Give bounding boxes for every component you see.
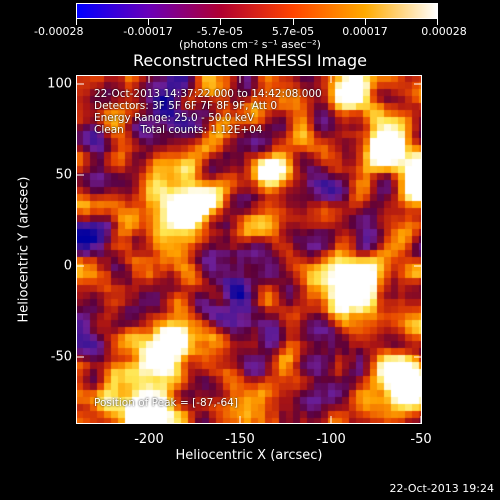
colorbar-tick [293, 19, 294, 25]
y-tick-label: 0 [63, 258, 72, 274]
detectors-text: Detectors: 3F 5F 6F 7F 8F 9F, Att 0 [94, 100, 278, 112]
time-range-text: 22-Oct-2013 14:37:22.000 to 14:42:08.000 [94, 88, 322, 100]
energy-range-text: Energy Range: 25.0 - 50.0 keV [94, 112, 255, 124]
render-timestamp: 22-Oct-2013 19:24 [389, 482, 494, 495]
x-tick-label: -100 [316, 432, 346, 447]
colorbar-units: (photons cm⁻² s⁻¹ asec⁻²) [179, 38, 321, 51]
colorbar-tick-label: -0.00028 [34, 25, 84, 38]
x-axis-label: Heliocentric X (arcsec) [175, 448, 323, 463]
colorbar-tick [365, 19, 366, 25]
rhessi-image [76, 75, 422, 424]
y-tick-label: 100 [47, 76, 72, 92]
x-tick-label: -150 [225, 432, 255, 447]
colorbar-tick-label: 0.00017 [342, 25, 388, 38]
x-tick-label: -200 [134, 432, 164, 447]
y-tick-label: 50 [55, 167, 72, 183]
clean-counts-text: Clean Total counts: 1.12E+04 [94, 124, 263, 136]
image-title: Reconstructed RHESSI Image [133, 51, 367, 70]
y-tick-label: -50 [50, 349, 72, 365]
peak-position-text: Position of Peak = [-87,-64] [94, 397, 238, 409]
colorbar-tick [220, 19, 221, 25]
colorbar-tick [76, 19, 77, 25]
colorbar [76, 3, 438, 19]
colorbar-tick-label: -5.7e-05 [196, 25, 244, 38]
colorbar-tick-label: -0.00017 [123, 25, 173, 38]
colorbar-tick-label: 5.7e-05 [271, 25, 315, 38]
colorbar-tick [437, 19, 438, 25]
colorbar-tick [148, 19, 149, 25]
y-axis-label: Heliocentric Y (arcsec) [16, 176, 32, 323]
colorbar-tick-label: 0.00028 [421, 25, 467, 38]
x-tick-label: -50 [410, 432, 432, 447]
plot-frame [76, 75, 422, 424]
